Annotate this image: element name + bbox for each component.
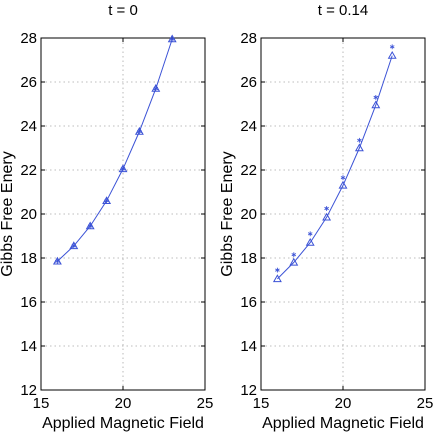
star-point	[373, 95, 379, 100]
triangle-point	[338, 180, 348, 189]
triangle-point	[118, 164, 128, 173]
star-point	[169, 36, 175, 42]
y-tick-label: 14	[20, 338, 37, 355]
y-tick-label: 22	[240, 162, 257, 179]
star-point	[120, 166, 126, 172]
x-tick-label: 25	[197, 395, 214, 412]
star-point	[324, 206, 329, 211]
star-point	[275, 267, 280, 273]
star-stroke	[137, 129, 142, 134]
y-tick-label: 12	[20, 382, 37, 399]
x-tick-label: 15	[253, 395, 270, 412]
triangle-point	[289, 257, 299, 266]
star-stroke	[169, 37, 175, 41]
star-stroke	[357, 138, 362, 142]
star-stroke	[104, 199, 109, 203]
triangle-point	[52, 256, 62, 265]
y-axis-label: Gibbs Free Enery	[0, 151, 16, 276]
star-stroke	[389, 45, 395, 49]
panel-title: t = 0.14	[318, 2, 368, 19]
star-stroke	[275, 268, 280, 272]
triangle-point	[102, 196, 112, 204]
triangle-point	[69, 241, 79, 250]
star-stroke	[340, 176, 346, 180]
triangle-point	[354, 143, 364, 152]
x-axis-label: Applied Magnetic Field	[42, 415, 204, 432]
triangle-point	[151, 83, 161, 92]
star-stroke	[120, 167, 126, 171]
y-tick-label: 26	[20, 74, 37, 91]
y-tick-label: 18	[240, 250, 257, 267]
triangle-point	[305, 237, 315, 246]
x-axis-label: Applied Magnetic Field	[262, 415, 424, 432]
star-point	[340, 175, 346, 181]
star-point	[307, 231, 313, 237]
y-tick-label: 18	[20, 250, 37, 267]
y-tick-label: 26	[240, 74, 257, 91]
y-axis-label: Gibbs Free Enery	[219, 151, 236, 276]
triangle-point	[371, 100, 381, 109]
y-tick-label: 12	[240, 382, 257, 399]
triangle-point	[387, 50, 397, 59]
star-stroke	[324, 206, 329, 211]
star-point	[137, 129, 142, 134]
chart-panel-1: 15 20 25 12 14 16 18 20 22 24 26 28 t = 0 Applied Mag…	[0, 2, 213, 432]
star-stroke	[373, 95, 379, 99]
star-stroke	[291, 253, 297, 257]
star-stroke	[55, 259, 60, 263]
y-tick-label: 28	[20, 30, 37, 47]
chart-panel-2: 15 20 25 12 14 16 18 20 22 24 26 28 t = 0.14 Applied …	[219, 2, 433, 432]
x-tick-label: 20	[335, 395, 352, 412]
y-tick-label: 24	[20, 118, 37, 135]
panel-title: t = 0	[108, 2, 138, 19]
x-tick-label: 25	[417, 395, 434, 412]
star-stroke	[87, 224, 93, 228]
y-tick-label: 14	[240, 338, 257, 355]
triangle-point	[272, 274, 282, 283]
star-point	[104, 198, 109, 204]
y-tick-label: 20	[20, 206, 37, 223]
star-point	[87, 223, 93, 229]
y-tick-label: 20	[240, 206, 257, 223]
y-tick-label: 16	[20, 294, 37, 311]
star-point	[71, 243, 77, 249]
triangle-point	[85, 221, 95, 230]
star-point	[291, 252, 297, 258]
series-line	[57, 38, 173, 262]
x-tick-label: 20	[115, 395, 132, 412]
series-line	[277, 55, 393, 280]
star-point	[153, 86, 159, 91]
star-stroke	[153, 87, 159, 91]
star-point	[55, 258, 60, 264]
y-tick-label: 28	[240, 30, 257, 47]
y-tick-label: 22	[20, 162, 37, 179]
y-tick-label: 16	[240, 294, 257, 311]
star-point	[357, 137, 362, 143]
y-tick-label: 24	[240, 118, 257, 135]
star-stroke	[71, 244, 77, 248]
x-tick-label: 15	[33, 395, 50, 412]
star-stroke	[307, 232, 313, 236]
triangle-point	[167, 34, 177, 43]
star-point	[389, 44, 395, 50]
triangle-point	[322, 212, 332, 221]
triangle-point	[134, 126, 144, 135]
